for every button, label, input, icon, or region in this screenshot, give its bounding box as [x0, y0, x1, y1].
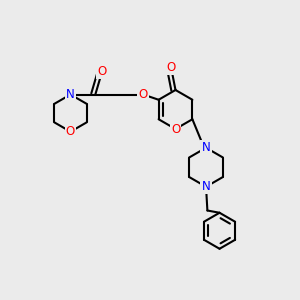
Text: O: O: [171, 122, 180, 136]
Text: N: N: [202, 141, 210, 154]
Text: O: O: [139, 88, 148, 101]
Text: O: O: [98, 65, 107, 78]
Text: N: N: [202, 180, 210, 193]
Text: N: N: [66, 88, 75, 101]
Text: O: O: [167, 61, 176, 74]
Text: O: O: [66, 125, 75, 138]
